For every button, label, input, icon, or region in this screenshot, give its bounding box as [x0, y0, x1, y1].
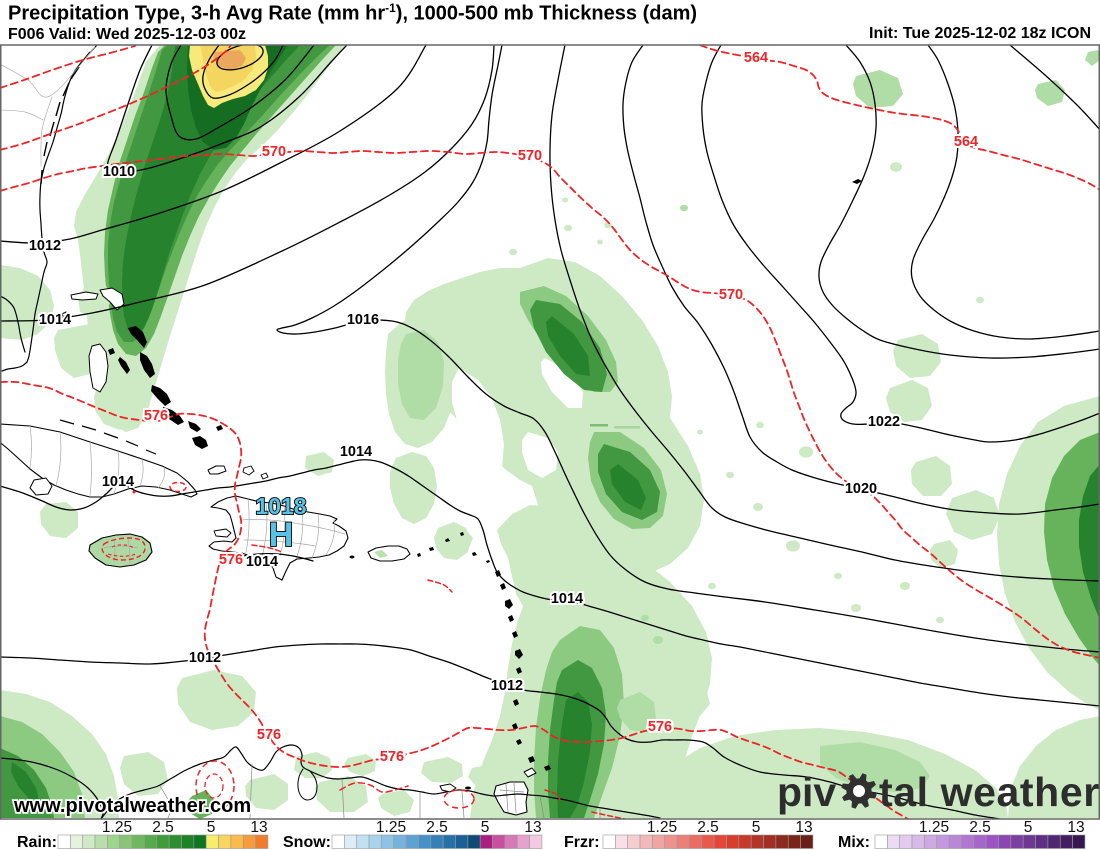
svg-text:1012: 1012 — [29, 238, 61, 254]
svg-text:1.25: 1.25 — [647, 819, 677, 836]
svg-text:570: 570 — [262, 144, 286, 160]
svg-text:2.5: 2.5 — [697, 819, 719, 836]
svg-text:1022: 1022 — [868, 414, 900, 430]
svg-text:576: 576 — [219, 552, 243, 568]
svg-text:tal weather: tal weather — [879, 769, 1100, 815]
svg-text:564: 564 — [954, 134, 978, 150]
svg-text:5: 5 — [752, 819, 761, 836]
svg-text:576: 576 — [380, 749, 404, 765]
svg-text:570: 570 — [719, 287, 743, 303]
svg-text:1.25: 1.25 — [919, 819, 949, 836]
svg-text:570: 570 — [518, 148, 542, 164]
svg-text:1014: 1014 — [340, 444, 372, 460]
svg-text:5: 5 — [1024, 819, 1033, 836]
svg-text:576: 576 — [257, 727, 281, 743]
svg-text:Frzr:: Frzr: — [564, 834, 600, 850]
svg-text:1014: 1014 — [246, 554, 278, 570]
svg-text:1.25: 1.25 — [102, 819, 132, 836]
svg-text:13: 13 — [1067, 819, 1084, 836]
svg-text:Mix:: Mix: — [838, 834, 870, 850]
svg-text:1014: 1014 — [102, 474, 134, 490]
svg-text:2.5: 2.5 — [426, 819, 448, 836]
svg-text:1010: 1010 — [103, 164, 135, 180]
svg-text:576: 576 — [648, 719, 672, 735]
svg-text:1018: 1018 — [255, 493, 306, 519]
svg-text:www.pivotalweather.com: www.pivotalweather.com — [13, 795, 251, 817]
svg-text:1014: 1014 — [551, 591, 583, 607]
svg-text:1016: 1016 — [347, 312, 379, 328]
svg-text:2.5: 2.5 — [969, 819, 991, 836]
svg-text:1012: 1012 — [491, 678, 523, 694]
svg-text:Rain:: Rain: — [17, 834, 57, 850]
svg-text:1012: 1012 — [189, 650, 221, 666]
svg-text:1020: 1020 — [845, 481, 877, 497]
svg-text:H: H — [269, 516, 294, 554]
svg-text:13: 13 — [250, 819, 267, 836]
svg-text:piv: piv — [777, 769, 836, 815]
svg-text:13: 13 — [795, 819, 812, 836]
svg-text:576: 576 — [144, 408, 168, 424]
svg-text:5: 5 — [207, 819, 216, 836]
svg-text:2.5: 2.5 — [152, 819, 174, 836]
svg-text:1.25: 1.25 — [376, 819, 406, 836]
svg-text:Snow:: Snow: — [283, 834, 331, 850]
svg-text:1014: 1014 — [39, 312, 71, 328]
svg-text:564: 564 — [744, 50, 768, 66]
svg-text:13: 13 — [524, 819, 541, 836]
svg-text:5: 5 — [481, 819, 490, 836]
